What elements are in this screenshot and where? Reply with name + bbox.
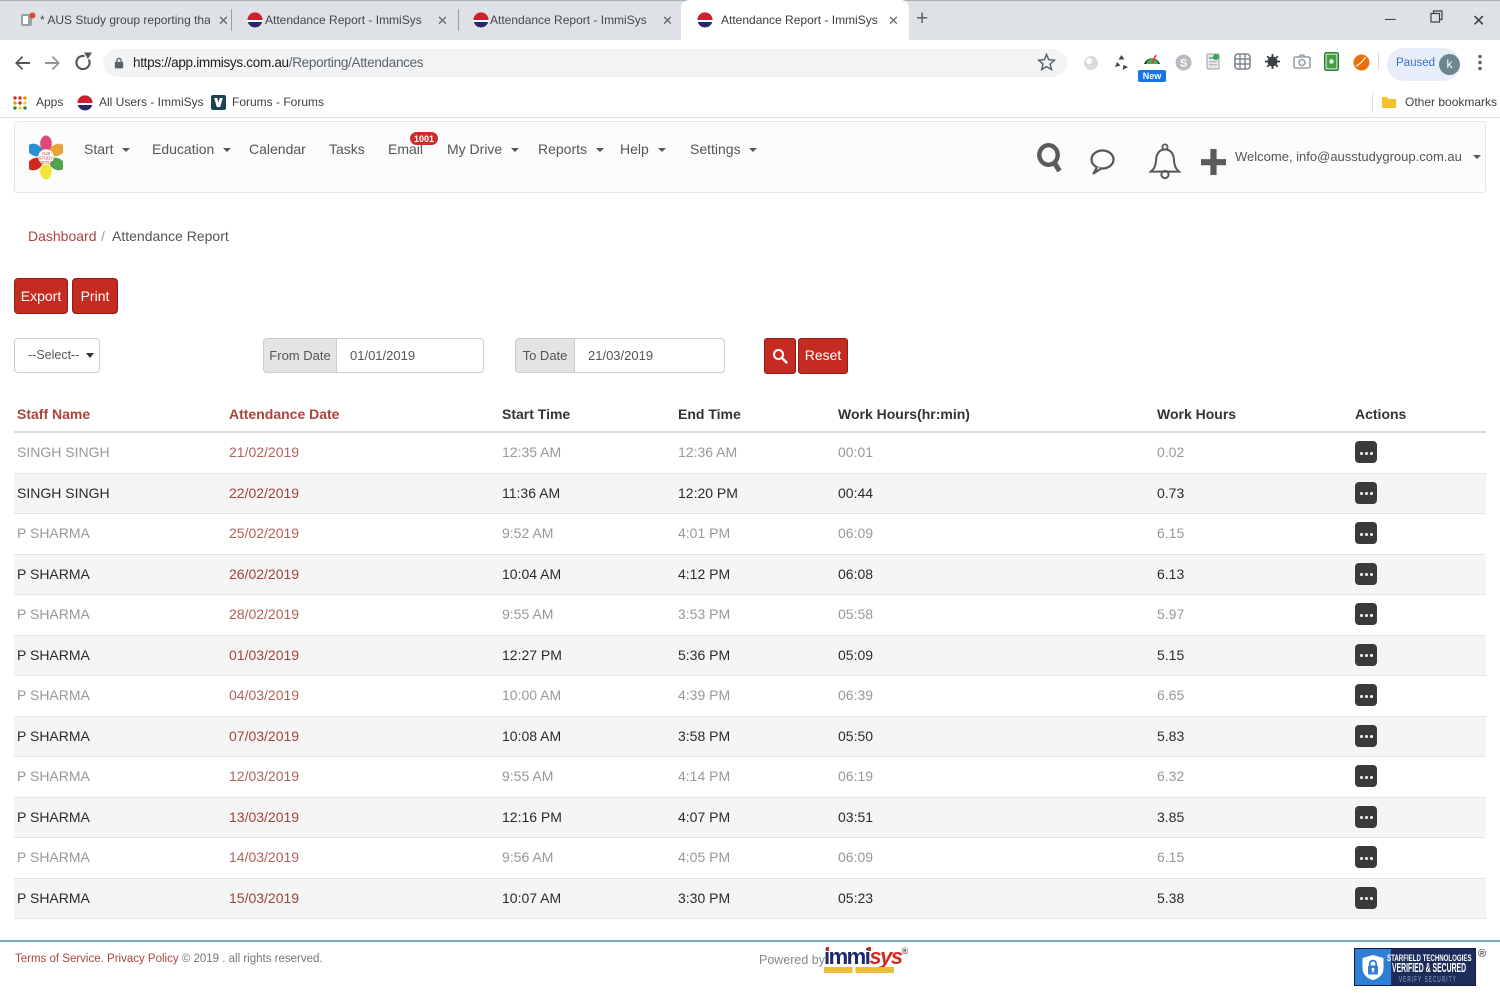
svg-text:AUS: AUS [42, 151, 51, 156]
svg-text:S: S [1180, 58, 1187, 70]
svg-text:GROUP: GROUP [38, 160, 54, 165]
svg-text:STUDY: STUDY [39, 156, 53, 161]
